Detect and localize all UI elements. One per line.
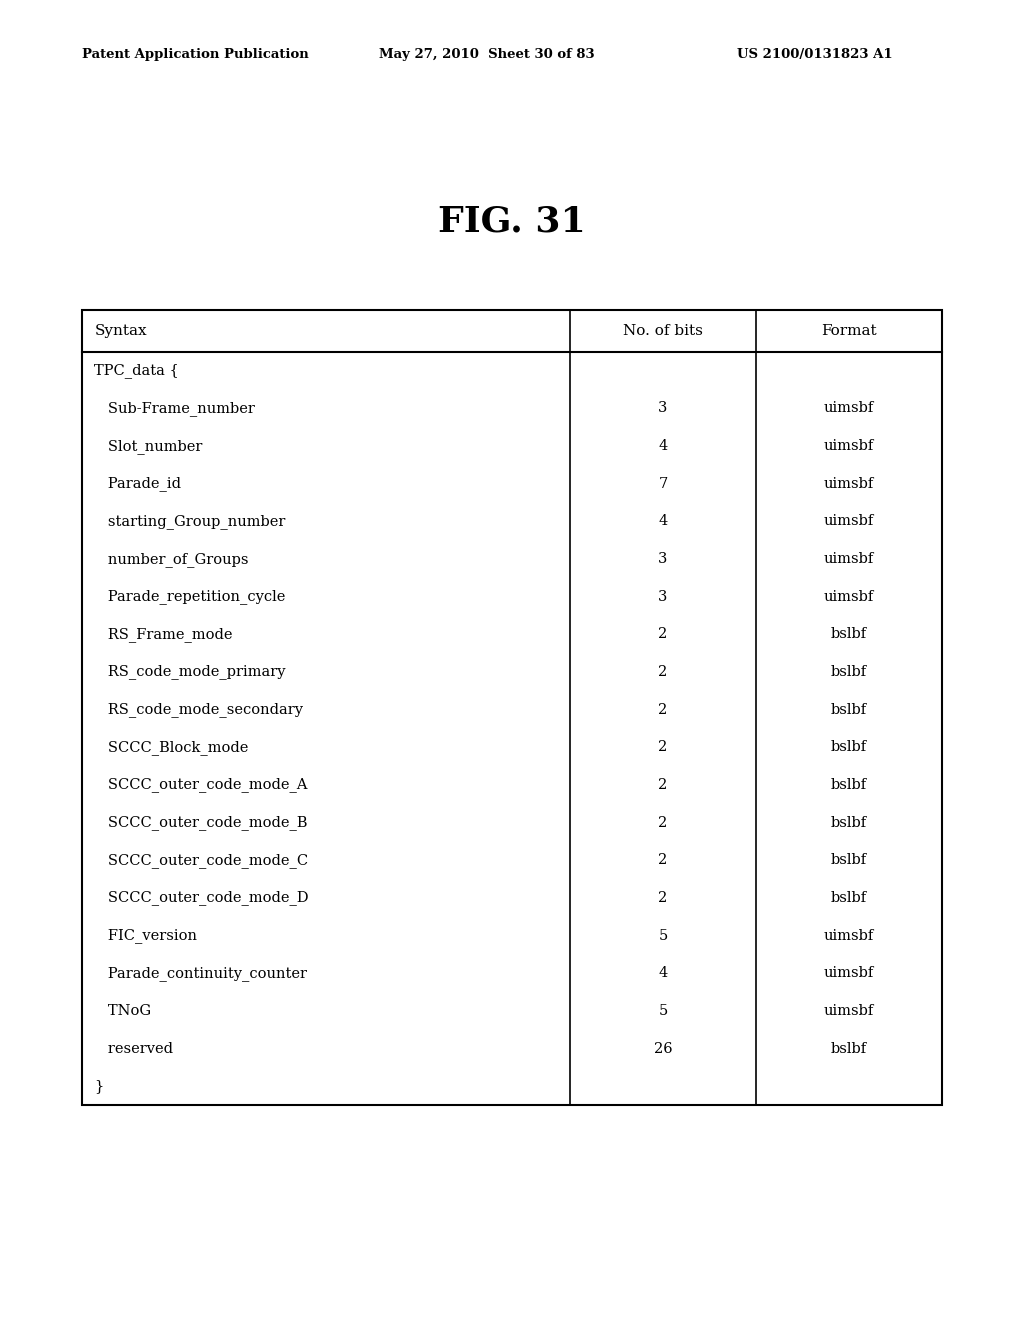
Text: Parade_id: Parade_id <box>94 477 181 491</box>
Text: 4: 4 <box>658 515 668 528</box>
Text: TPC_data {: TPC_data { <box>94 363 179 379</box>
Text: Sub-Frame_number: Sub-Frame_number <box>94 401 255 416</box>
Text: Parade_repetition_cycle: Parade_repetition_cycle <box>94 589 286 605</box>
Text: uimsbf: uimsbf <box>824 440 874 453</box>
Text: Patent Application Publication: Patent Application Publication <box>82 48 308 61</box>
Text: bslbf: bslbf <box>830 702 867 717</box>
Text: bslbf: bslbf <box>830 1041 867 1056</box>
Text: SCCC_outer_code_mode_A: SCCC_outer_code_mode_A <box>94 777 308 792</box>
Text: Parade_continuity_counter: Parade_continuity_counter <box>94 966 307 981</box>
Text: Syntax: Syntax <box>94 323 146 338</box>
Text: uimsbf: uimsbf <box>824 401 874 416</box>
Text: 5: 5 <box>658 1005 668 1018</box>
Text: uimsbf: uimsbf <box>824 1005 874 1018</box>
Text: uimsbf: uimsbf <box>824 515 874 528</box>
Text: 2: 2 <box>658 665 668 678</box>
Text: number_of_Groups: number_of_Groups <box>94 552 249 566</box>
Text: uimsbf: uimsbf <box>824 928 874 942</box>
Text: Format: Format <box>821 323 877 338</box>
Text: bslbf: bslbf <box>830 741 867 754</box>
Text: RS_Frame_mode: RS_Frame_mode <box>94 627 232 642</box>
Text: bslbf: bslbf <box>830 665 867 678</box>
Text: bslbf: bslbf <box>830 853 867 867</box>
Text: 3: 3 <box>658 401 668 416</box>
Text: uimsbf: uimsbf <box>824 477 874 491</box>
Text: 2: 2 <box>658 816 668 830</box>
Text: FIG. 31: FIG. 31 <box>438 205 586 239</box>
Text: SCCC_Block_mode: SCCC_Block_mode <box>94 741 249 755</box>
Text: FIC_version: FIC_version <box>94 928 198 942</box>
Text: 7: 7 <box>658 477 668 491</box>
Text: }: } <box>94 1080 103 1093</box>
Text: uimsbf: uimsbf <box>824 966 874 981</box>
Text: SCCC_outer_code_mode_D: SCCC_outer_code_mode_D <box>94 891 309 906</box>
Text: May 27, 2010  Sheet 30 of 83: May 27, 2010 Sheet 30 of 83 <box>379 48 595 61</box>
Text: bslbf: bslbf <box>830 816 867 830</box>
Text: TNoG: TNoG <box>94 1005 152 1018</box>
Bar <box>82 310 942 1105</box>
Text: 2: 2 <box>658 891 668 906</box>
Text: uimsbf: uimsbf <box>824 590 874 603</box>
Text: 26: 26 <box>653 1041 673 1056</box>
Text: RS_code_mode_primary: RS_code_mode_primary <box>94 664 286 680</box>
Text: 3: 3 <box>658 590 668 603</box>
Text: 2: 2 <box>658 627 668 642</box>
Text: reserved: reserved <box>94 1041 173 1056</box>
Text: US 2100/0131823 A1: US 2100/0131823 A1 <box>737 48 893 61</box>
Text: uimsbf: uimsbf <box>824 552 874 566</box>
Text: 2: 2 <box>658 702 668 717</box>
Text: bslbf: bslbf <box>830 777 867 792</box>
Text: 4: 4 <box>658 440 668 453</box>
Text: Slot_number: Slot_number <box>94 438 203 454</box>
Text: 2: 2 <box>658 853 668 867</box>
Text: SCCC_outer_code_mode_B: SCCC_outer_code_mode_B <box>94 816 308 830</box>
Text: 2: 2 <box>658 777 668 792</box>
Text: 3: 3 <box>658 552 668 566</box>
Text: bslbf: bslbf <box>830 627 867 642</box>
Text: 5: 5 <box>658 928 668 942</box>
Text: 4: 4 <box>658 966 668 981</box>
Text: RS_code_mode_secondary: RS_code_mode_secondary <box>94 702 303 717</box>
Text: bslbf: bslbf <box>830 891 867 906</box>
Text: 2: 2 <box>658 741 668 754</box>
Text: No. of bits: No. of bits <box>623 323 702 338</box>
Text: SCCC_outer_code_mode_C: SCCC_outer_code_mode_C <box>94 853 308 867</box>
Text: starting_Group_number: starting_Group_number <box>94 513 286 529</box>
